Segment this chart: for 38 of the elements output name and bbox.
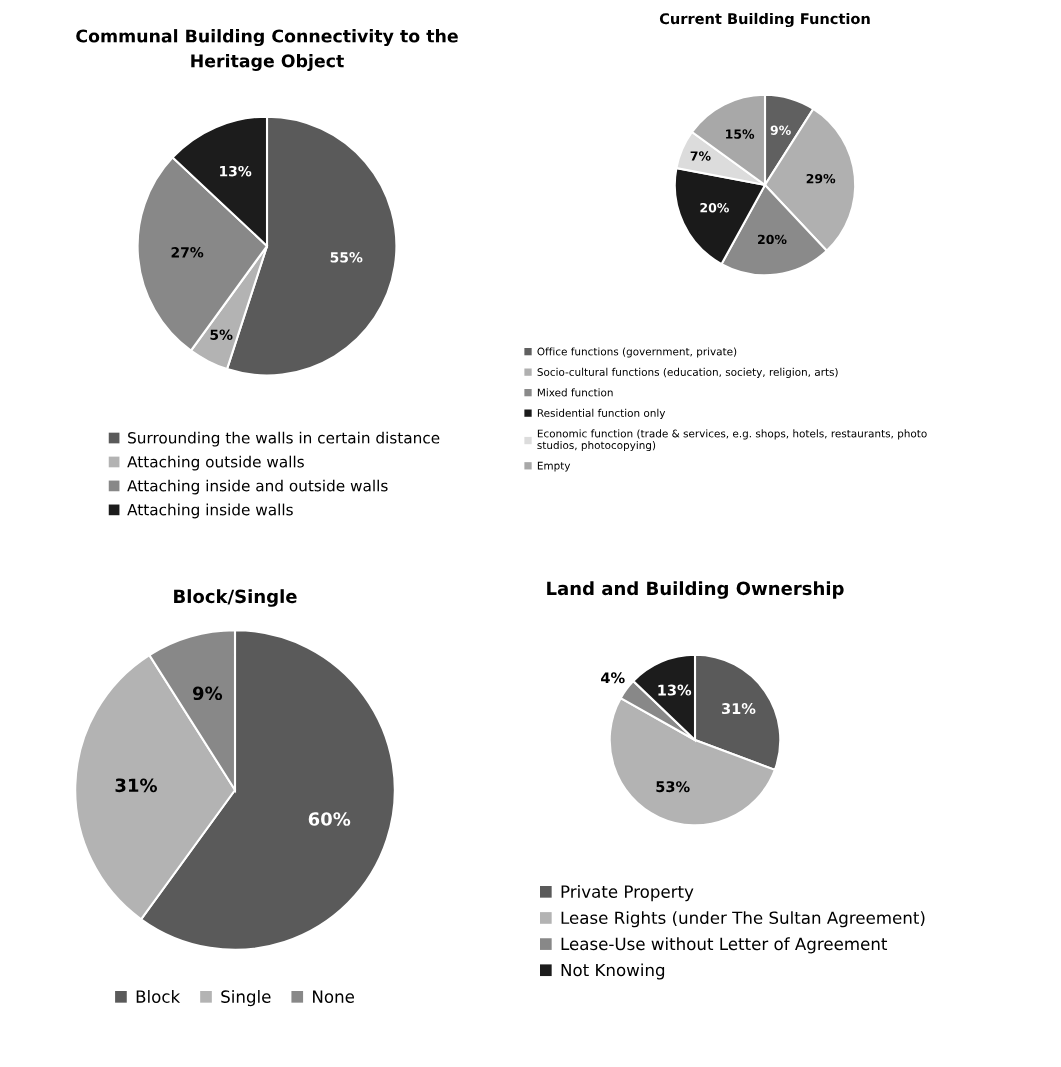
legend-label: Single (221, 990, 271, 1007)
legend-label: Block (136, 990, 181, 1003)
data-label: 29% (806, 173, 836, 184)
data-label: 20% (758, 234, 787, 245)
legend-label: Attaching inside and outside walls (127, 479, 388, 495)
data-label: 13% (658, 684, 692, 696)
data-label: 15% (726, 129, 755, 139)
legend-label: Lease Rights (under The Sultan Agreement) (561, 911, 925, 928)
legend-label: Mixed function (537, 388, 613, 397)
chart-title: Block/Single (174, 589, 297, 607)
data-label: 20% (700, 202, 729, 213)
legend-label: None (313, 990, 355, 1003)
legend-label: Surrounding the walls in certain distance (128, 431, 440, 447)
legend-label: Economic function (trade & services, e.g. shops, hotels, restaurants, photo studios, photocopying) (537, 429, 927, 452)
legend-label: Attaching inside walls (127, 503, 293, 519)
legend-label: Private Property (561, 885, 694, 902)
data-label: 31% (115, 778, 157, 793)
legend-label: Attaching outside walls (127, 455, 304, 471)
data-label: 5% (210, 329, 233, 340)
legend-label: Socio-cultural functions (education, society, religion, arts) (537, 367, 838, 378)
data-label: 27% (171, 247, 204, 258)
data-label: 9% (192, 686, 223, 701)
data-label: 55% (330, 252, 363, 263)
legend-label: Lease-Use without Letter of Agreement (561, 937, 888, 954)
data-label: 60% (308, 812, 351, 826)
chart-title: Communal Building Connectivity to the Heritage Object (76, 29, 458, 71)
chart-title: Land and Building Ownership (547, 581, 844, 599)
data-label: 9% (770, 125, 791, 135)
data-label: 4% (601, 672, 625, 684)
legend-label: Office functions (government, private) (537, 347, 737, 358)
data-label: 31% (721, 703, 756, 715)
data-label: 7% (690, 151, 711, 161)
data-label: 53% (656, 781, 690, 793)
chart-title: Current Building Function (659, 12, 870, 28)
data-label: 13% (220, 165, 252, 177)
legend-label: Not Knowing (561, 963, 665, 980)
legend-label: Empty (537, 461, 571, 472)
legend-label: Residential function only (537, 408, 666, 419)
